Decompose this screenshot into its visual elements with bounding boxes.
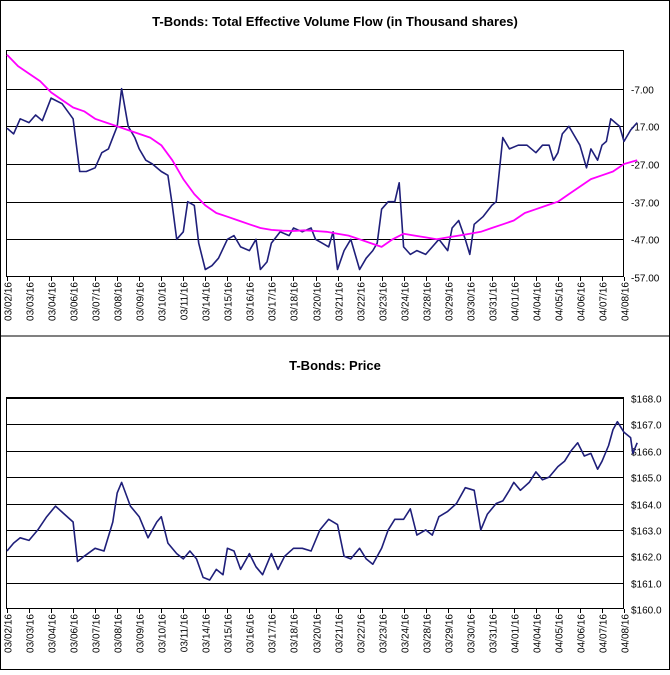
- y-tick-label: $161.0: [631, 580, 662, 591]
- x-tick-label: 03/17/16: [268, 614, 279, 653]
- x-tick-label: 03/17/16: [268, 282, 279, 321]
- x-axis-ticks: [7, 277, 625, 281]
- x-tick-label: 03/15/16: [224, 614, 235, 653]
- x-tick-label: 03/07/16: [92, 614, 103, 653]
- x-tick-label: 03/03/16: [26, 282, 37, 321]
- x-tick-label: 03/18/16: [290, 614, 301, 653]
- x-tick-label: 03/30/16: [467, 614, 478, 653]
- x-tick-label: 04/05/16: [555, 282, 566, 321]
- y-tick-label: $168.0: [631, 395, 662, 406]
- series-line-primary: [6, 420, 638, 581]
- y-axis-labels: -7.00 -17.00 -27.00 -37.00 -47.00 -57.00: [631, 86, 660, 285]
- x-tick-label: 03/11/16: [180, 282, 191, 321]
- x-tick-label: 03/16/16: [246, 614, 257, 653]
- y-tick-label: -27.00: [631, 161, 660, 172]
- x-tick-label: 03/09/16: [136, 614, 147, 653]
- x-tick-label: 03/21/16: [335, 282, 346, 321]
- x-tick-label: 04/01/16: [511, 614, 522, 653]
- x-tick-label: 03/20/16: [313, 614, 324, 653]
- y-tick-label: -37.00: [631, 199, 660, 210]
- x-tick-label: 03/18/16: [290, 282, 301, 321]
- x-tick-label: 03/31/16: [489, 282, 500, 321]
- series-lines: [6, 420, 638, 581]
- y-tick-label: -47.00: [631, 236, 660, 247]
- y-tick-label: $167.0: [631, 421, 662, 432]
- y-axis-labels: $160.0 $161.0 $162.0 $163.0 $164.0 $165.0 $166…: [631, 395, 662, 617]
- x-tick-label: 03/24/16: [401, 614, 412, 653]
- x-tick-label: 03/10/16: [158, 282, 169, 321]
- y-tick-label: -57.00: [631, 274, 660, 285]
- x-tick-label: 03/29/16: [445, 282, 456, 321]
- x-tick-label: 03/11/16: [180, 614, 191, 653]
- series-line-moving-average: [6, 54, 638, 248]
- x-tick-label: 03/31/16: [489, 614, 500, 653]
- plot-area: [6, 50, 624, 277]
- y-tick-label: $165.0: [631, 474, 662, 485]
- series-lines: [6, 54, 638, 271]
- y-tick-label: $164.0: [631, 501, 662, 512]
- y-tick-label: $163.0: [631, 527, 662, 538]
- x-tick-label: 04/07/16: [599, 282, 610, 321]
- x-tick-label: 04/05/16: [555, 614, 566, 653]
- x-tick-label: 03/23/16: [379, 282, 390, 321]
- y-tick-label: $162.0: [631, 553, 662, 564]
- x-tick-label: 04/01/16: [511, 282, 522, 321]
- x-tick-label: 03/21/16: [335, 614, 346, 653]
- series-line-primary: [6, 87, 638, 271]
- x-tick-label: 03/16/16: [246, 282, 257, 321]
- volume-flow-chart: T-Bonds: Total Effective Volume Flow (in…: [4, 14, 660, 321]
- x-tick-label: 03/03/16: [26, 614, 37, 653]
- x-tick-label: 03/28/16: [423, 282, 434, 321]
- x-tick-label: 04/06/16: [577, 282, 588, 321]
- x-tick-label: 03/20/16: [313, 282, 324, 321]
- x-tick-label: 04/04/16: [533, 282, 544, 321]
- x-tick-label: 03/10/16: [158, 614, 169, 653]
- x-tick-label: 03/14/16: [202, 614, 213, 653]
- x-tick-label: 03/22/16: [357, 282, 368, 321]
- x-tick-label: 03/30/16: [467, 282, 478, 321]
- x-axis-labels: 03/02/16 03/03/16 03/04/16 03/06/16 03/07/16…: [4, 282, 632, 321]
- x-tick-label: 03/08/16: [114, 282, 125, 321]
- x-tick-label: 03/07/16: [92, 282, 103, 321]
- plot-area: [6, 397, 624, 609]
- chart-title: T-Bonds: Total Effective Volume Flow (in…: [152, 14, 518, 29]
- y-tick-label: $160.0: [631, 606, 662, 617]
- x-tick-label: 03/06/16: [70, 614, 81, 653]
- x-tick-label: 03/22/16: [357, 614, 368, 653]
- x-tick-label: 03/15/16: [224, 282, 235, 321]
- x-tick-label: 03/09/16: [136, 282, 147, 321]
- x-tick-label: 03/29/16: [445, 614, 456, 653]
- y-tick-label: -17.00: [631, 123, 660, 134]
- x-tick-label: 04/08/16: [621, 282, 632, 321]
- x-tick-label: 03/08/16: [114, 614, 125, 653]
- x-tick-label: 04/04/16: [533, 614, 544, 653]
- x-tick-label: 04/06/16: [577, 614, 588, 653]
- x-tick-label: 03/24/16: [401, 282, 412, 321]
- y-tick-label: -7.00: [631, 86, 654, 97]
- chart-title: T-Bonds: Price: [289, 358, 381, 373]
- x-tick-label: 03/06/16: [70, 282, 81, 321]
- x-tick-label: 03/02/16: [4, 614, 15, 653]
- x-tick-label: 03/02/16: [4, 282, 15, 321]
- x-tick-label: 03/28/16: [423, 614, 434, 653]
- grid-lines: [7, 398, 624, 584]
- price-chart: T-Bonds: Price $160.0$161.0$162.0$163.0$…: [4, 358, 663, 653]
- x-tick-label: 04/08/16: [621, 614, 632, 653]
- y-tick-label: $166.0: [631, 448, 662, 459]
- x-tick-label: 03/04/16: [48, 614, 59, 653]
- x-axis-labels: 03/02/16 03/03/16 03/04/16 03/06/16 03/07/16…: [4, 614, 632, 653]
- x-tick-label: 04/07/16: [599, 614, 610, 653]
- x-tick-label: 03/23/16: [379, 614, 390, 653]
- x-tick-label: 03/04/16: [48, 282, 59, 321]
- x-tick-label: 03/14/16: [202, 282, 213, 321]
- x-axis-ticks: [7, 609, 625, 613]
